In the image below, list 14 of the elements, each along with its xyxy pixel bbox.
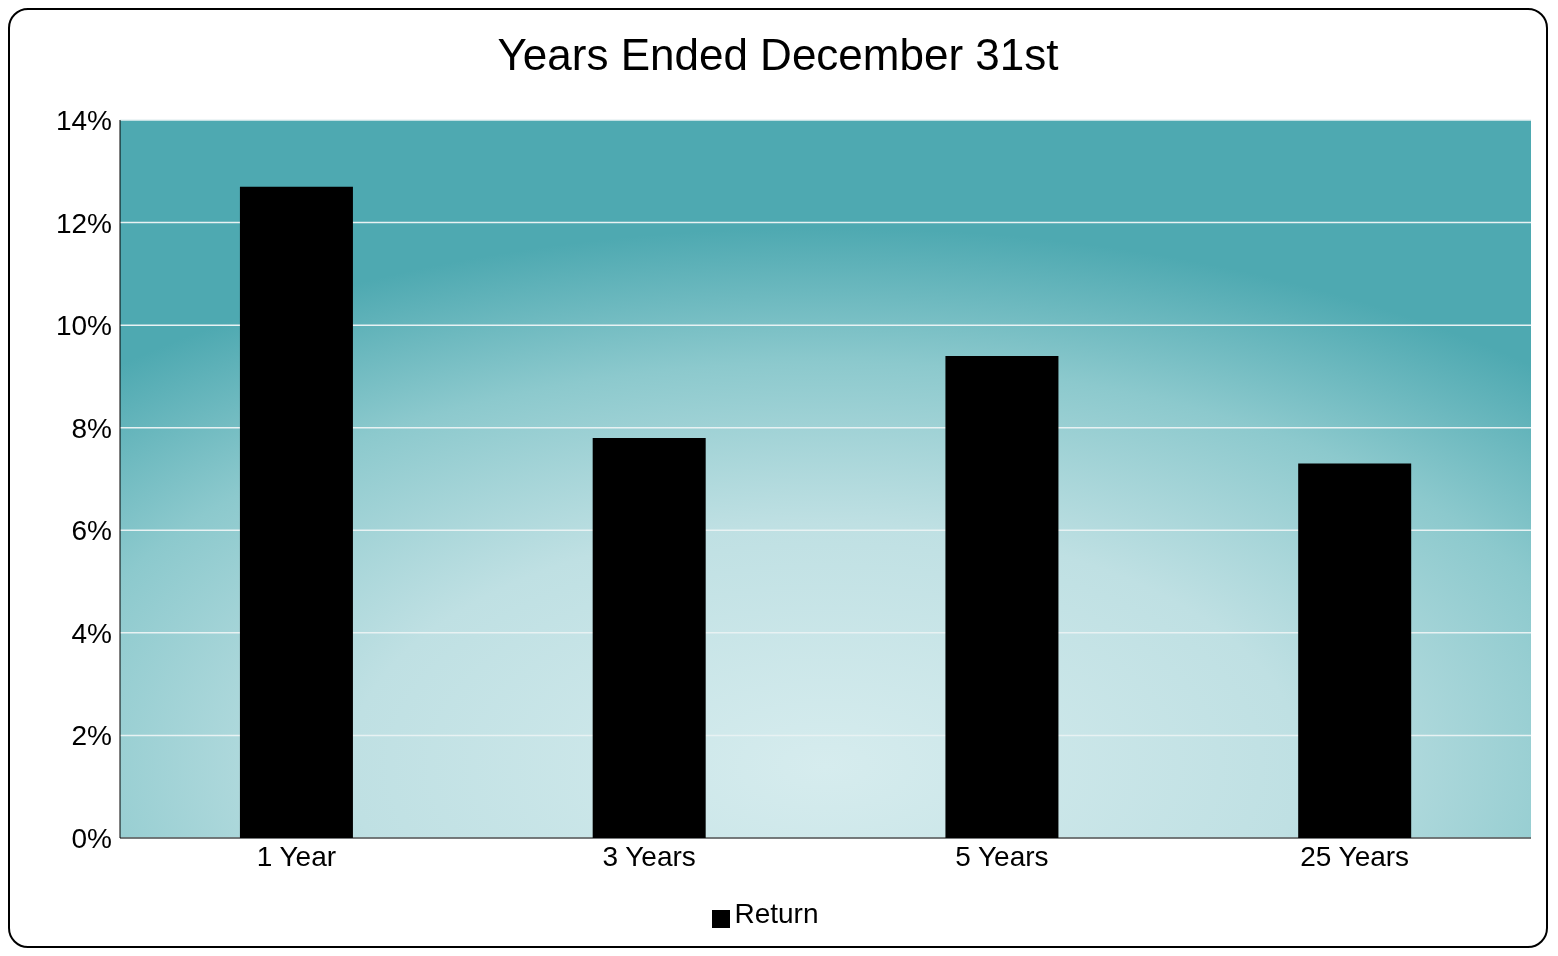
y-tick-label: 6% [71,515,112,547]
y-tick-label: 8% [71,412,112,444]
x-tick-label: 3 Years [602,840,696,872]
y-tick-label: 10% [55,310,112,342]
x-tick-label: 25 Years [1300,840,1410,872]
y-tick-label: 0% [71,822,112,854]
chart-title: Years Ended December 31st [496,29,1060,81]
legend-label: Return [734,898,819,929]
x-tick-label: 1 Year [256,840,337,872]
y-tick-label: 2% [71,720,112,752]
y-tick-label: 14% [55,104,112,136]
x-tick-label: 5 Years [955,840,1049,872]
y-tick-label: 12% [55,207,112,239]
y-tick-label: 4% [71,617,112,649]
